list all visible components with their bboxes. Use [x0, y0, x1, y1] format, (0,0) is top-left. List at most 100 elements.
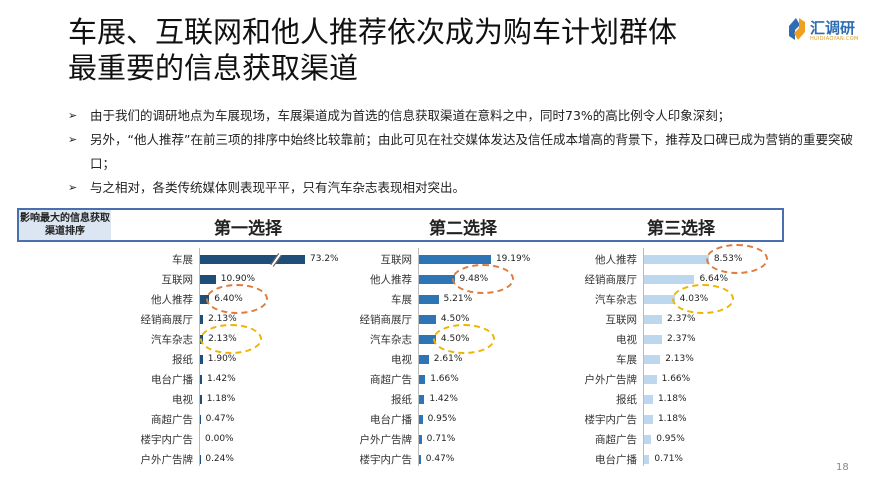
arrow-bullet-icon: ➢	[68, 181, 78, 194]
bar	[200, 375, 203, 384]
data-label: 0.95%	[427, 414, 457, 424]
highlight-ellipse	[432, 324, 495, 354]
data-label: 2.13%	[665, 354, 694, 364]
data-label: 2.37%	[667, 334, 696, 344]
chart-axis	[199, 248, 200, 466]
category-label: 他人推荐	[151, 294, 193, 306]
category-label: 商超广告	[151, 414, 193, 426]
highlight-ellipse	[200, 324, 263, 354]
company-logo: 汇调研 HUIDIAOYAN.COM	[786, 14, 876, 48]
category-label: 户外广告牌	[359, 434, 413, 446]
category-label: 报纸	[172, 354, 193, 366]
bar	[644, 315, 662, 324]
category-label: 电台广播	[370, 414, 412, 426]
bar	[644, 415, 653, 424]
data-label: 1.90%	[207, 354, 237, 364]
bar	[419, 335, 436, 344]
bar	[419, 355, 429, 364]
category-label: 互联网	[605, 314, 638, 326]
bullet-text: 由于我们的调研地点为车展现场，车展渠道成为首选的信息获取渠道在意料之中，同时73…	[90, 108, 731, 123]
highlight-ellipse	[705, 244, 768, 274]
data-label: 0.71%	[426, 434, 456, 444]
bullet-item: ➢ 另外，“他人推荐”在前三项的排序中始终比较靠前；由此可见在社交媒体发达及信任成…	[68, 128, 868, 176]
data-label: 1.42%	[429, 394, 458, 404]
data-label: 0.47%	[205, 414, 235, 424]
data-label: 1.18%	[657, 394, 687, 404]
bar	[644, 355, 661, 364]
bar	[200, 355, 203, 364]
bar	[200, 315, 204, 324]
data-label: 1.18%	[657, 414, 687, 424]
category-label: 汽车杂志	[370, 334, 412, 346]
category-label: 电台广播	[151, 374, 193, 386]
category-label: 电视	[172, 394, 193, 406]
category-label: 户外广告牌	[584, 374, 638, 386]
bar	[644, 335, 662, 344]
category-label: 楼宇内广告	[584, 414, 638, 426]
category-label: 车展	[172, 254, 193, 266]
bar	[419, 435, 422, 444]
chart-title-second: 第二选择	[429, 219, 497, 239]
data-label: 2.37%	[667, 314, 696, 324]
category-label: 电视	[616, 334, 637, 346]
data-label: 5.21%	[443, 294, 473, 304]
category-label: 互联网	[380, 254, 413, 266]
category-label: 楼宇内广告	[359, 454, 413, 466]
category-label: 车展	[616, 354, 637, 366]
chart-title-third: 第三选择	[647, 219, 715, 239]
data-label: 6.64%	[699, 274, 729, 284]
bar	[200, 295, 210, 304]
arrow-bullet-icon: ➢	[68, 109, 78, 122]
category-label: 经销商展厅	[140, 314, 194, 326]
bar	[644, 395, 653, 404]
data-label: 1.18%	[206, 394, 236, 404]
bar-chart-3: 他人推荐 8.53% 经销商展厅 6.64% 汽车杂志 4.03% 互联网 2.37% 电视 2.…	[0, 244, 880, 468]
chart-title-first: 第一选择	[214, 219, 282, 239]
bar	[644, 255, 709, 264]
category-label: 电台广播	[595, 454, 637, 466]
category-label: 汽车杂志	[151, 334, 193, 346]
data-label: 0.47%	[425, 454, 455, 464]
bar	[200, 255, 305, 264]
category-label: 报纸	[616, 394, 637, 406]
bullet-text: 与之相对，各类传统媒体则表现平平，只有汽车杂志表现相对突出。	[90, 180, 466, 195]
header-label: 影响最大的信息获取渠道排序	[19, 210, 111, 240]
bar	[200, 275, 216, 284]
logo-sub: HUIDIAOYAN.COM	[810, 36, 859, 42]
category-label: 汽车杂志	[595, 294, 637, 306]
bullet-item: ➢ 与之相对，各类传统媒体则表现平平，只有汽车杂志表现相对突出。	[68, 176, 868, 200]
bar	[419, 275, 455, 284]
highlight-ellipse	[206, 284, 269, 314]
bullet-item: ➢ 由于我们的调研地点为车展现场，车展渠道成为首选的信息获取渠道在意料之中，同时7…	[68, 104, 868, 128]
category-label: 经销商展厅	[584, 274, 638, 286]
bar	[644, 375, 657, 384]
title-line-2: 最重要的信息获取渠道	[68, 51, 359, 85]
data-label: 0.24%	[205, 454, 234, 464]
bullet-text: 另外，“他人推荐”在前三项的排序中始终比较靠前；由此可见在社交媒体发达及信任成本…	[90, 132, 853, 171]
data-label: 0.71%	[654, 454, 683, 464]
bar	[200, 395, 202, 404]
bar	[644, 435, 652, 444]
logo-name: 汇调研	[810, 19, 856, 37]
highlight-ellipse	[671, 284, 734, 314]
bar	[419, 255, 491, 264]
page-number: 18	[836, 462, 849, 473]
data-label: 1.42%	[207, 374, 236, 384]
data-label: 2.13%	[208, 314, 237, 324]
arrow-bullet-icon: ➢	[68, 133, 78, 146]
bar	[419, 455, 421, 464]
data-label: 2.61%	[433, 354, 463, 364]
highlight-ellipse	[451, 264, 514, 294]
data-label: 1.66%	[430, 374, 459, 384]
bar-chart-2: 互联网 19.19% 他人推荐 9.48% 车展 5.21% 经销商展厅 4.50% 汽车杂志 4…	[0, 248, 880, 468]
bar	[419, 415, 423, 424]
bar	[419, 295, 439, 304]
chart-axis	[643, 248, 644, 466]
data-label: 1.66%	[661, 374, 691, 384]
data-label: 4.50%	[440, 314, 470, 324]
bar	[200, 455, 201, 464]
category-label: 商超广告	[370, 374, 412, 386]
slide-title: 车展、互联网和他人推荐依次成为购车计划群体 最重要的信息获取渠道	[68, 14, 677, 86]
chart-header-box: 影响最大的信息获取渠道排序 第一选择 第二选择 第三选择	[17, 208, 784, 242]
data-label: 0.95%	[656, 434, 685, 444]
